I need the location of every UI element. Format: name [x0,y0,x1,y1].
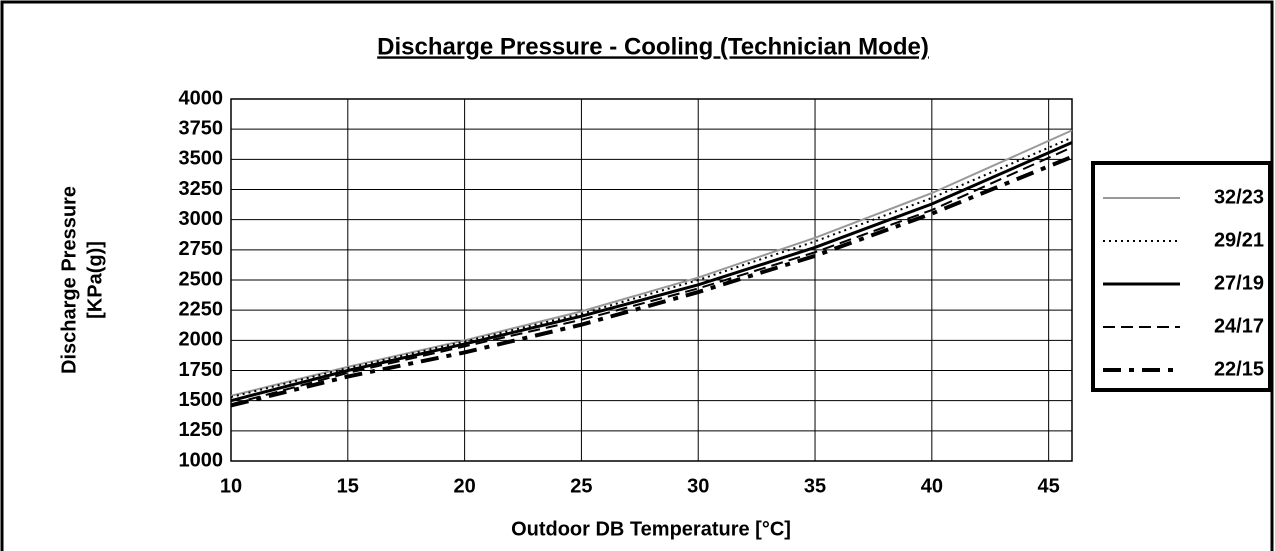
x-axis-label: Outdoor DB Temperature [°C] [511,518,791,540]
y-tick-label: 1000 [179,449,224,471]
y-tick-label: 1500 [179,389,224,411]
y-tick-label: 2250 [179,298,224,320]
y-tick-label: 3500 [179,148,224,170]
y-tick-label: 2750 [179,238,224,260]
y-tick-label: 1250 [179,419,224,441]
series-line [230,146,1073,406]
series-line [230,136,1073,399]
y-tick-label: 2500 [179,268,224,290]
legend-box [1091,161,1272,392]
y-axis-label: [KPa(g)] [84,241,106,319]
x-tick-label: 20 [453,475,475,497]
legend-label: 27/19 [1214,272,1264,294]
x-tick-label: 25 [570,475,592,497]
y-tick-label: 3250 [179,178,224,200]
series-line [230,155,1073,408]
y-tick-label: 3000 [179,208,224,230]
legend-label: 22/15 [1214,358,1264,380]
x-tick-label: 35 [804,475,826,497]
y-tick-label: 1750 [179,359,224,381]
legend-label: 32/23 [1214,186,1264,208]
chart-title: Discharge Pressure - Cooling (Technician… [377,33,929,60]
x-tick-label: 30 [687,475,709,497]
y-tick-label: 3750 [179,117,224,139]
legend-label: 29/21 [1214,229,1264,251]
legend-label: 24/17 [1214,315,1264,337]
x-tick-label: 45 [1038,475,1060,497]
series-line [230,129,1073,397]
y-axis-label: Discharge Pressure [58,186,80,374]
x-tick-label: 10 [220,475,242,497]
x-tick-label: 15 [337,475,359,497]
y-tick-label: 2000 [179,329,224,351]
y-tick-label: 4000 [179,87,224,109]
series-line [230,141,1073,403]
x-tick-label: 40 [921,475,943,497]
